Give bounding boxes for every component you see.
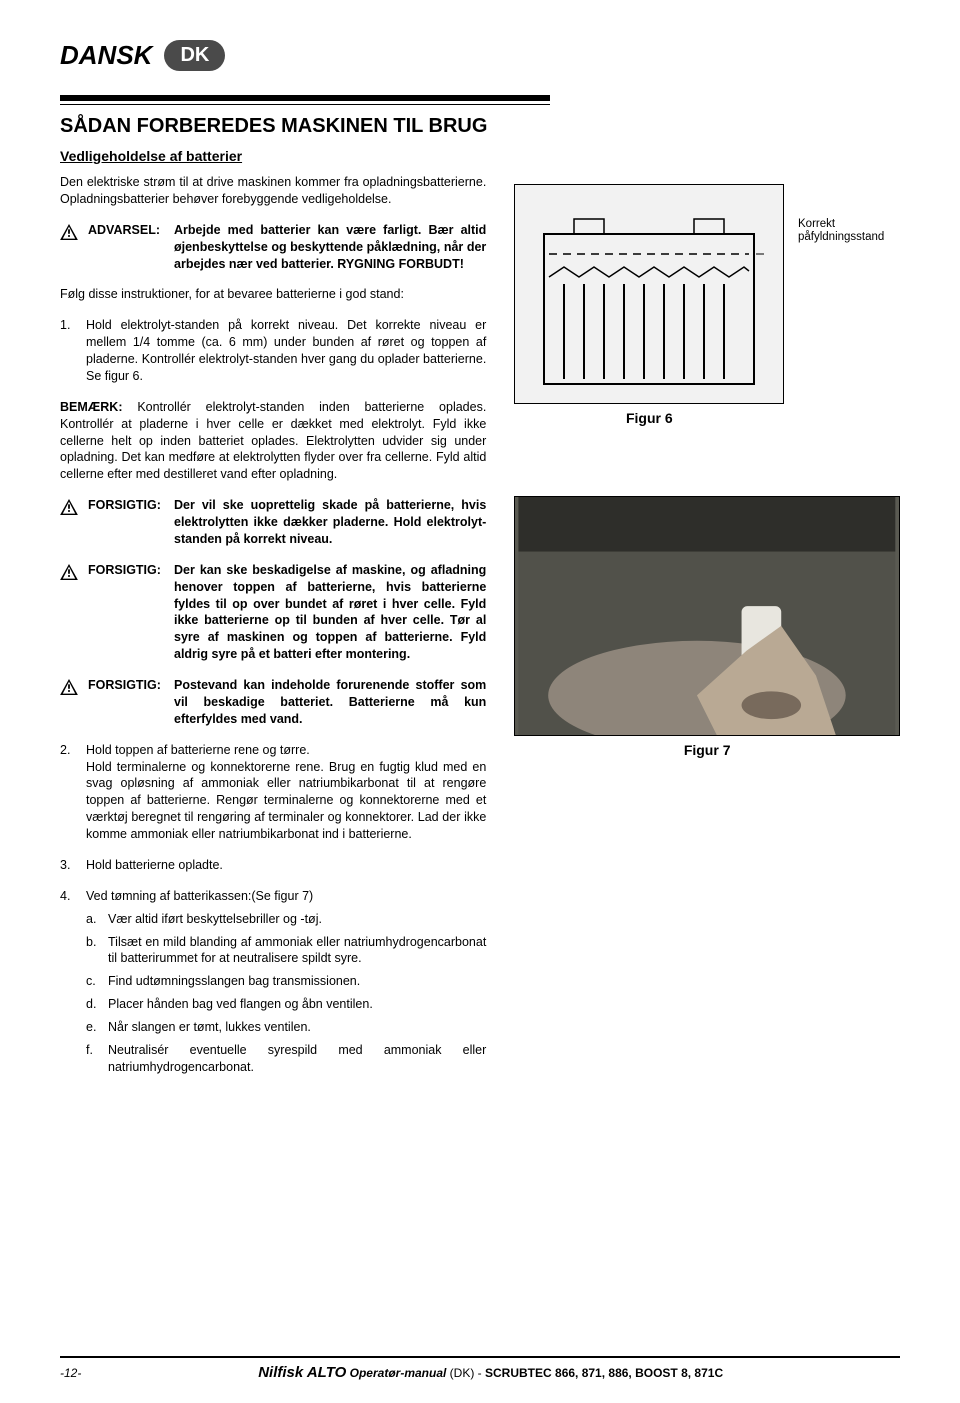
warning-icon [60, 224, 78, 240]
warning-icon [60, 499, 78, 515]
step-number: 1. [60, 317, 76, 385]
warning-label: ADVARSEL: [88, 222, 164, 239]
footer-lang: (DK) - [450, 1366, 482, 1380]
step-number: 3. [60, 857, 76, 874]
note-label: BEMÆRK: [60, 400, 123, 414]
step-4c-text: Find udtømningsslangen bag transmissione… [108, 973, 360, 990]
step-number: 2. [60, 742, 76, 843]
sub-letter: f. [86, 1042, 100, 1076]
figure-6-wrapper: Korrekt påfyldningsstand Figur 6 [514, 184, 900, 426]
step-2: 2. Hold toppen af batterierne rene og tø… [60, 742, 486, 843]
figure-7-box [514, 496, 900, 736]
content-columns: Den elektriske strøm til at drive maskin… [60, 174, 900, 1082]
caution-3: FORSIGTIG: Postevand kan indeholde forur… [60, 677, 486, 728]
spacer [514, 446, 900, 496]
warning-block: ADVARSEL: Arbejde med batterier kan være… [60, 222, 486, 273]
page-number: -12- [60, 1366, 81, 1380]
fill-level-label: Korrekt påfyldningsstand [798, 218, 908, 243]
figure-7-caption: Figur 7 [514, 742, 900, 758]
caution-label: FORSIGTIG: [88, 677, 164, 694]
warning-icon [60, 679, 78, 695]
warning-icon [60, 564, 78, 580]
sub-letter: d. [86, 996, 100, 1013]
step-3-text: Hold batterierne opladte. [86, 857, 223, 874]
step-4e-text: Når slangen er tømt, lukkes ventilen. [108, 1019, 311, 1036]
step-4a: a. Vær altid iført beskyttelsebriller og … [60, 911, 486, 928]
figure-6-box [514, 184, 784, 404]
step-2-text: Hold toppen af batterierne rene og tørre… [86, 742, 486, 843]
footer-brand: Nilfisk ALTO [258, 1364, 346, 1381]
caution-2-text: Der kan ske beskadigelse af maskine, og … [174, 562, 486, 663]
caution-3-text: Postevand kan indeholde forurenende stof… [174, 677, 486, 728]
sub-letter: e. [86, 1019, 100, 1036]
caution-label: FORSIGTIG: [88, 497, 164, 514]
figure-6-caption: Figur 6 [514, 410, 784, 426]
warning-text: Arbejde med batterier kan være farligt. … [174, 222, 486, 273]
step-number: 4. [60, 888, 76, 905]
intro-paragraph: Den elektriske strøm til at drive maskin… [60, 174, 486, 208]
follow-instruction: Følg disse instruktioner, for at bevaree… [60, 286, 486, 303]
sub-letter: c. [86, 973, 100, 990]
step-1-text: Hold elektrolyt-standen på korrekt nivea… [86, 317, 486, 385]
footer-doc: Operatør-manual [350, 1366, 447, 1380]
rule-thin [60, 104, 550, 105]
rule-thick [60, 95, 550, 101]
page-footer: -12- Nilfisk ALTO Operatør-manual (DK) -… [60, 1356, 900, 1381]
warning-line1: Arbejde med batterier kan være farligt. [174, 223, 421, 237]
step-4f-text: Neutralisér eventuelle syrespild med amm… [108, 1042, 486, 1076]
page-header: DANSK DK [60, 40, 900, 71]
step-4e: e. Når slangen er tømt, lukkes ventilen. [60, 1019, 486, 1036]
step-4a-text: Vær altid iført beskyttelsebriller og -t… [108, 911, 322, 928]
step-4-lead: Ved tømning af batterikassen:(Se figur 7… [86, 888, 313, 905]
sub-letter: b. [86, 934, 100, 968]
left-column: Den elektriske strøm til at drive maskin… [60, 174, 486, 1082]
caution-2: FORSIGTIG: Der kan ske beskadigelse af m… [60, 562, 486, 663]
section-title: SÅDAN FORBEREDES MASKINEN TIL BRUG [60, 115, 550, 138]
note-block: BEMÆRK: Kontrollér elektrolyt-standen in… [60, 399, 486, 483]
caution-1-text: Der vil ske uoprettelig skade på batteri… [174, 497, 486, 548]
footer-models: SCRUBTEC 866, 871, 886, BOOST 8, 871C [485, 1366, 723, 1380]
step-4c: c. Find udtømningsslangen bag transmissio… [60, 973, 486, 990]
step-4b: b.Tilsæt en mild blanding af ammoniak el… [60, 934, 486, 968]
title-block: SÅDAN FORBEREDES MASKINEN TIL BRUG Vedli… [60, 95, 550, 164]
language-label: DANSK [60, 40, 152, 71]
step-4b-text: Tilsæt en mild blanding af ammoniak elle… [108, 934, 486, 968]
caution-label: FORSIGTIG: [88, 562, 164, 579]
step-4: 4. Ved tømning af batterikassen:(Se figu… [60, 888, 486, 905]
step-4f: f.Neutralisér eventuelle syrespild med a… [60, 1042, 486, 1076]
language-badge: DK [164, 40, 225, 71]
section-subtitle: Vedligeholdelse af batterier [60, 148, 550, 164]
battery-diagram [534, 199, 764, 389]
right-column: Korrekt påfyldningsstand Figur 6 Figur 7 [514, 174, 900, 778]
step-3: 3. Hold batterierne opladte. [60, 857, 486, 874]
sub-letter: a. [86, 911, 100, 928]
caution-1: FORSIGTIG: Der vil ske uoprettelig skade… [60, 497, 486, 548]
footer-center: Nilfisk ALTO Operatør-manual (DK) - SCRU… [81, 1364, 900, 1381]
step-4d: d. Placer hånden bag ved flangen og åbn v… [60, 996, 486, 1013]
maintenance-photo [515, 497, 899, 735]
step-4d-text: Placer hånden bag ved flangen og åbn ven… [108, 996, 373, 1013]
step-1: 1. Hold elektrolyt-standen på korrekt ni… [60, 317, 486, 385]
note-text: Kontrollér elektrolyt-standen inden batt… [60, 400, 486, 482]
